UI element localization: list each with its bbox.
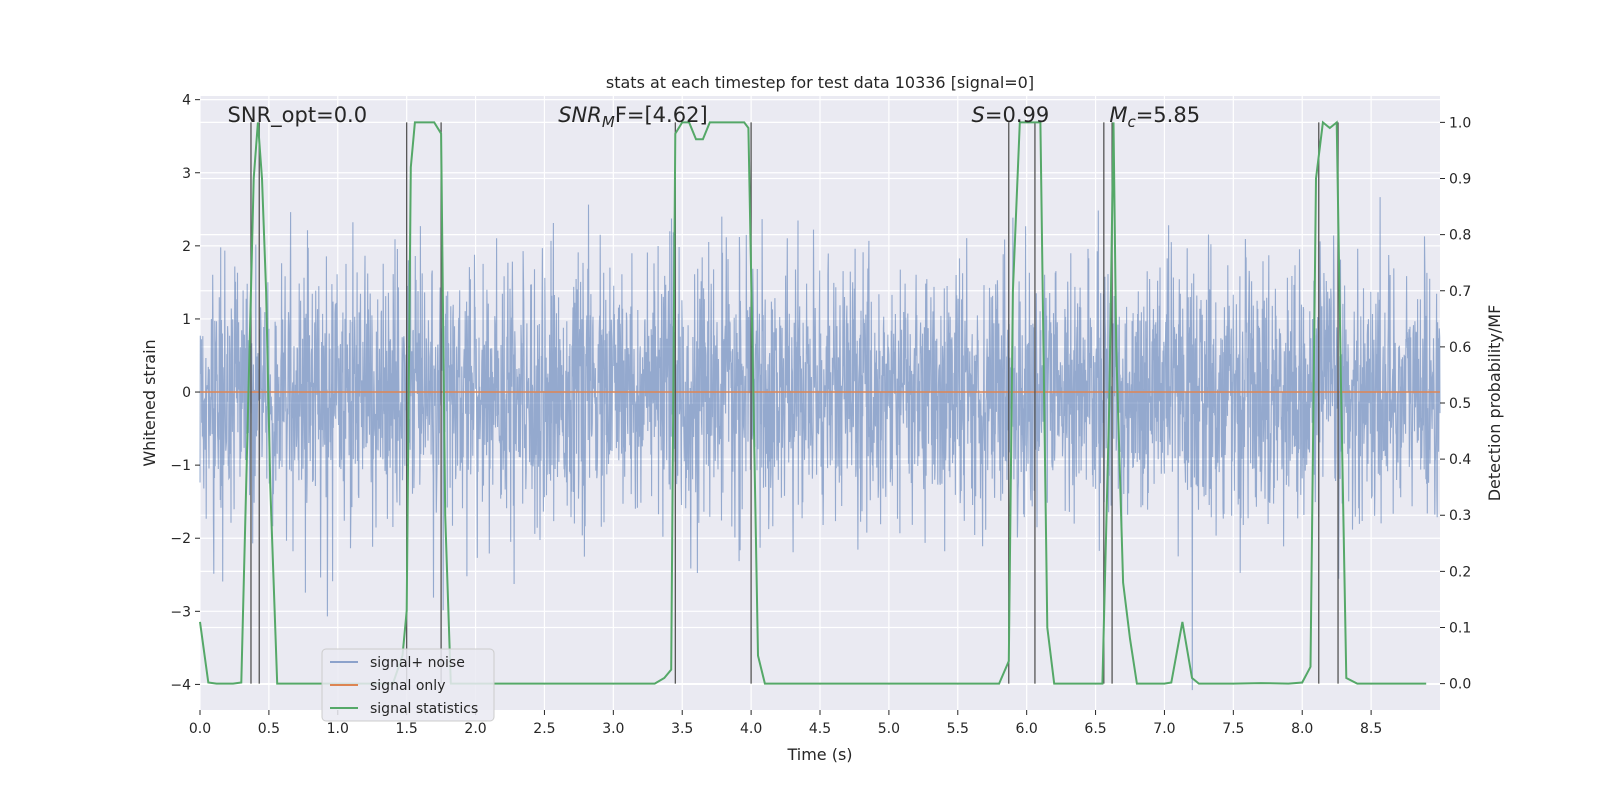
legend-label-signal-statistics: signal statistics — [370, 701, 478, 717]
y-tick-label: 0 — [182, 385, 191, 401]
y2-tick-label: 1.0 — [1449, 115, 1471, 131]
annotation-value: 0.0 — [334, 103, 367, 127]
x-tick-label: 8.5 — [1360, 721, 1382, 737]
y-tick-label: 3 — [182, 166, 191, 182]
chart-title: stats at each timestep for test data 103… — [606, 73, 1034, 92]
legend-label-signal-noise: signal+ noise — [370, 655, 465, 671]
x-tick-label: 2.0 — [464, 721, 486, 737]
x-tick-label: 1.5 — [396, 721, 418, 737]
x-tick-label: 2.5 — [533, 721, 555, 737]
x-axis-ticks: 0.0 0.5 1.0 1.5 2.0 2.5 3.0 3.5 4.0 4.5 5.0 5.5 6.0 6… — [189, 710, 1382, 737]
x-tick-label: 7.5 — [1222, 721, 1244, 737]
x-tick-label: 5.5 — [947, 721, 969, 737]
y-tick-label: 1 — [182, 312, 191, 328]
annotation-prefix: S — [972, 103, 985, 127]
x-tick-label: 6.0 — [1016, 721, 1038, 737]
y2-tick-label: 0.0 — [1449, 677, 1471, 693]
y2-tick-label: 0.5 — [1449, 396, 1471, 412]
y-tick-label: −1 — [170, 458, 191, 474]
y-axis-label: Whitened strain — [140, 339, 159, 466]
y2-tick-label: 0.6 — [1449, 340, 1471, 356]
statistics-line — [199, 120, 1427, 685]
x-tick-label: 4.0 — [740, 721, 762, 737]
annotations: SNR_opt=0.0 SNRMF=[4.62] S=0.99 Mc=5.85 — [228, 103, 1201, 131]
x-tick-label: 5.0 — [878, 721, 900, 737]
x-tick-label: 8.0 — [1291, 721, 1313, 737]
annotation-suffix: =5.85 — [1136, 103, 1200, 127]
x-tick-label: 3.5 — [671, 721, 693, 737]
y2-tick-label: 0.1 — [1449, 620, 1471, 636]
annotation-2: S=0.99 — [972, 103, 1050, 127]
annotation-prefix: SNR_opt= — [228, 103, 334, 128]
y-tick-label: −2 — [170, 531, 191, 547]
y-tick-label: 2 — [182, 239, 191, 255]
y2-tick-label: 0.9 — [1449, 172, 1471, 188]
annotation-3: Mc=5.85 — [1109, 103, 1200, 131]
annotation-suffix: =0.99 — [985, 103, 1049, 127]
x-tick-label: 1.0 — [327, 721, 349, 737]
y2-tick-label: 0.8 — [1449, 228, 1471, 244]
y2-tick-label: 0.3 — [1449, 508, 1471, 524]
y-tick-label: 4 — [182, 93, 191, 109]
annotation-0: SNR_opt=0.0 — [228, 103, 368, 128]
y2-tick-label: 0.4 — [1449, 452, 1471, 468]
y2-tick-label: 0.2 — [1449, 564, 1471, 580]
legend-box — [321, 648, 495, 722]
y2-tick-label: 0.7 — [1449, 284, 1471, 300]
y-tick-label: −3 — [170, 604, 191, 620]
annotation-prefix: M — [1109, 103, 1127, 127]
x-tick-label: 3.0 — [602, 721, 624, 737]
series-signal-statistics — [199, 120, 1427, 685]
y2-axis-ticks: 1.0 0.9 0.8 0.7 0.6 0.5 0.4 0.3 0.2 0.1 0.0 — [1440, 115, 1471, 693]
annotation-subscript: c — [1127, 113, 1136, 131]
x-axis-label: Time (s) — [786, 745, 852, 764]
annotation-prefix: SNR — [558, 103, 602, 127]
x-tick-label: 4.5 — [809, 721, 831, 737]
y2-axis-label: Detection probability/MF — [1485, 305, 1504, 502]
annotation-subscript: M — [602, 113, 615, 131]
legend-label-signal-only: signal only — [370, 678, 445, 694]
x-tick-label: 6.5 — [1084, 721, 1106, 737]
legend: signal+ noise signal only signal statist… — [321, 648, 495, 722]
x-tick-label: 7.0 — [1153, 721, 1175, 737]
annotation-1: SNRMF=[4.62] — [558, 103, 707, 131]
y-tick-label: −4 — [170, 677, 191, 693]
x-tick-label: 0.5 — [258, 721, 280, 737]
y-axis-ticks: 4 3 2 1 0 −1 −2 −3 −4 — [170, 93, 200, 693]
x-tick-label: 0.0 — [189, 721, 211, 737]
annotation-suffix: F=[4.62] — [615, 103, 708, 127]
